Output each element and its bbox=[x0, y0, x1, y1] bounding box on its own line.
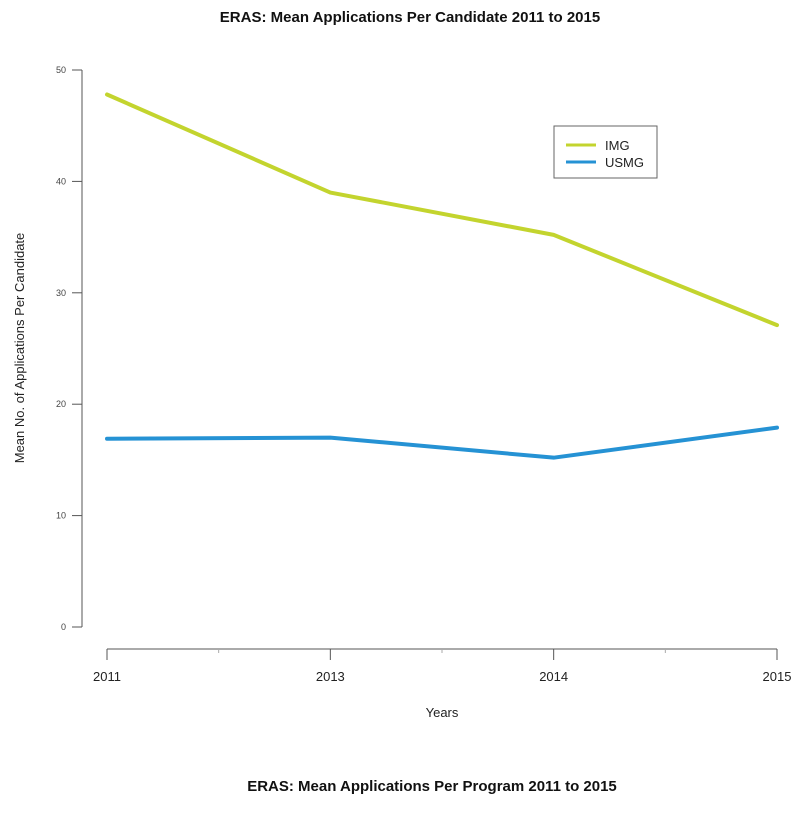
y-tick-label: 30 bbox=[56, 288, 66, 298]
x-tick-label: 2011 bbox=[93, 669, 121, 684]
y-axis-label: Mean No. of Applications Per Candidate bbox=[12, 233, 27, 464]
next-chart-title: ERAS: Mean Applications Per Program 2011… bbox=[247, 778, 617, 795]
legend-label-img: IMG bbox=[605, 138, 630, 153]
series-line-usmg bbox=[105, 425, 779, 460]
legend-label-usmg: USMG bbox=[605, 155, 644, 170]
y-tick-label: 0 bbox=[61, 622, 66, 632]
y-tick-label: 20 bbox=[56, 399, 66, 409]
x-tick-label: 2013 bbox=[316, 669, 345, 684]
legend-box bbox=[553, 125, 658, 179]
x-tick-label: 2015 bbox=[763, 669, 792, 684]
series-line-img bbox=[105, 92, 779, 328]
x-ticks: 2011 2013 2014 2015 bbox=[93, 649, 791, 684]
y-tick-label: 10 bbox=[56, 511, 66, 521]
x-tick-label: 2014 bbox=[539, 669, 568, 684]
y-tick-label: 40 bbox=[56, 176, 66, 186]
legend: IMG USMG bbox=[553, 125, 658, 179]
x-axis-label: Years bbox=[426, 705, 459, 720]
y-ticks: 0 10 20 30 40 50 bbox=[56, 65, 82, 632]
series-lines bbox=[105, 92, 779, 460]
y-tick-label: 50 bbox=[56, 65, 66, 75]
chart-title: ERAS: Mean Applications Per Candidate 20… bbox=[220, 9, 600, 26]
